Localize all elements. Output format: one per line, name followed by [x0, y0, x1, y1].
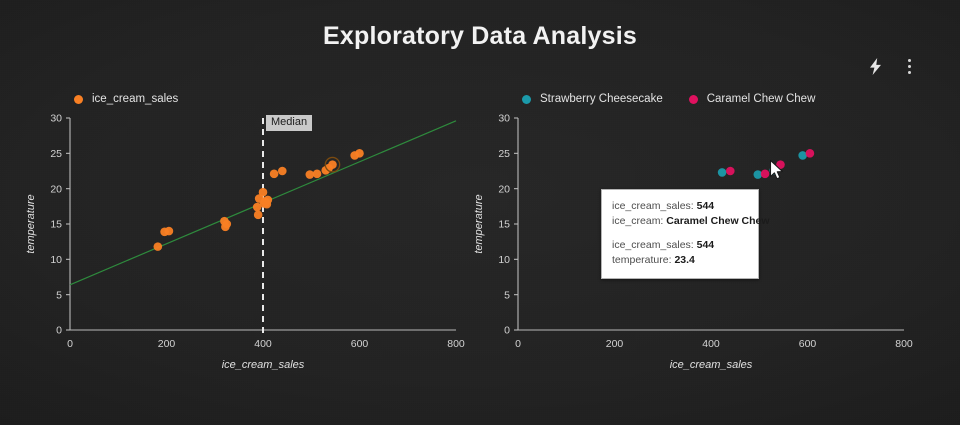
data-point[interactable]: [798, 151, 807, 160]
data-point[interactable]: [312, 169, 322, 179]
data-point[interactable]: [263, 195, 273, 205]
tooltip-label: temperature:: [612, 254, 672, 266]
y-tick-label: 0: [56, 325, 62, 337]
y-tick-label: 10: [498, 254, 510, 266]
data-point[interactable]: [305, 170, 315, 179]
legend-item-strawberry-cheesecake[interactable]: Strawberry Cheesecake: [522, 93, 663, 105]
x-tick-label: 800: [447, 338, 465, 350]
data-point[interactable]: [769, 165, 779, 175]
right-chart-legend: Strawberry Cheesecake Caramel Chew Chew: [522, 93, 815, 105]
data-point[interactable]: [253, 210, 263, 220]
y-tick-label: 15: [498, 219, 510, 231]
data-point[interactable]: [328, 160, 337, 169]
y-tick-label: 20: [498, 183, 510, 195]
data-point[interactable]: [753, 170, 763, 179]
y-tick-label: 30: [498, 113, 510, 125]
legend-swatch-pink: [688, 94, 698, 104]
tooltip-label: ice_cream_sales:: [612, 239, 694, 251]
x-axis-title: ice_cream_sales: [222, 359, 305, 371]
y-axis-title: temperature: [473, 194, 485, 253]
series-1-points: [153, 149, 364, 251]
data-point[interactable]: [164, 226, 174, 236]
tooltip-row-temperature: temperature: 23.4: [612, 253, 748, 268]
tooltip-row-flavor: ice_cream: Caramel Chew Chew: [612, 214, 770, 229]
legend-item-ice-cream-sales[interactable]: ice_cream_sales: [74, 93, 178, 105]
y-axis-title: temperature: [25, 194, 37, 253]
tooltip-label: ice_cream:: [612, 215, 664, 227]
data-point[interactable]: [726, 166, 735, 176]
data-point[interactable]: [760, 169, 770, 179]
tooltip-row-sales-1: ice_cream_sales: 544: [612, 199, 748, 214]
x-tick-label: 600: [351, 338, 369, 350]
y-tick-label: 15: [50, 219, 62, 231]
data-point[interactable]: [278, 166, 287, 176]
data-point[interactable]: [805, 149, 815, 158]
x-axis-title: ice_cream_sales: [670, 359, 753, 371]
tooltip-value: 544: [696, 239, 715, 251]
data-point[interactable]: [717, 168, 727, 177]
x-tick-label: 400: [702, 338, 720, 350]
hover-tooltip: ice_cream_sales: 544 ice_cream: Caramel …: [601, 189, 770, 279]
y-tick-label: 0: [504, 325, 510, 337]
x-tick-label: 0: [515, 338, 521, 350]
page-title: Exploratory Data Analysis: [323, 22, 637, 50]
more-menu-dots: [907, 58, 911, 74]
tooltip-value: 544: [696, 200, 715, 212]
lightning-icon[interactable]: [866, 56, 884, 76]
x-tick-label: 0: [67, 338, 73, 350]
right-chart-panel: Strawberry Cheesecake Caramel Chew Chew …: [456, 82, 916, 372]
toolbar: [866, 56, 918, 76]
tooltip-value: 23.4: [674, 254, 695, 266]
data-point[interactable]: [222, 219, 232, 229]
x-tick-label: 600: [799, 338, 817, 350]
x-tick-label: 400: [254, 338, 272, 350]
x-tick-label: 200: [606, 338, 624, 350]
data-point[interactable]: [153, 242, 163, 251]
tooltip-label: ice_cream_sales:: [612, 200, 694, 212]
data-point[interactable]: [355, 149, 364, 158]
x-tick-label: 800: [895, 338, 913, 350]
data-point[interactable]: [269, 169, 279, 179]
tooltip-row-sales-2: ice_cream_sales: 544: [612, 238, 748, 253]
left-chart-panel: ice_cream_sales 0 5 10 15 20 25 30 0 200 400 600 80…: [8, 82, 468, 372]
y-tick-label: 30: [50, 113, 62, 125]
y-tick-label: 5: [504, 289, 510, 301]
legend-item-caramel-chew-chew[interactable]: Caramel Chew Chew: [688, 93, 816, 105]
data-point[interactable]: [258, 187, 268, 197]
y-tick-label: 25: [498, 148, 510, 160]
legend-label: ice_cream_sales: [92, 93, 179, 105]
data-point[interactable]: [252, 202, 262, 212]
legend-swatch-teal: [522, 94, 531, 104]
data-point[interactable]: [776, 160, 785, 169]
right-scatter-plot[interactable]: 0 5 10 15 20 25 30 0 200 400 600 800 ice_cream_sales…: [456, 82, 916, 372]
tooltip-divider: [612, 229, 748, 238]
y-tick-label: 5: [56, 289, 62, 301]
legend-swatch-orange: [74, 94, 83, 104]
y-tick-label: 10: [50, 254, 62, 266]
tooltip-value: Caramel Chew Chew: [666, 215, 770, 227]
x-tick-label: 200: [158, 338, 176, 350]
y-tick-label: 25: [50, 148, 62, 160]
legend-label: Caramel Chew Chew: [706, 93, 816, 105]
y-tick-label: 20: [50, 183, 62, 195]
more-menu-icon[interactable]: [900, 56, 918, 76]
highlighted-point-ring: [324, 156, 341, 173]
median-annotation-label: Median: [266, 115, 313, 131]
series-1-points: [717, 151, 807, 179]
legend-label: Strawberry Cheesecake: [540, 93, 663, 105]
left-chart-legend: ice_cream_sales: [74, 93, 178, 105]
